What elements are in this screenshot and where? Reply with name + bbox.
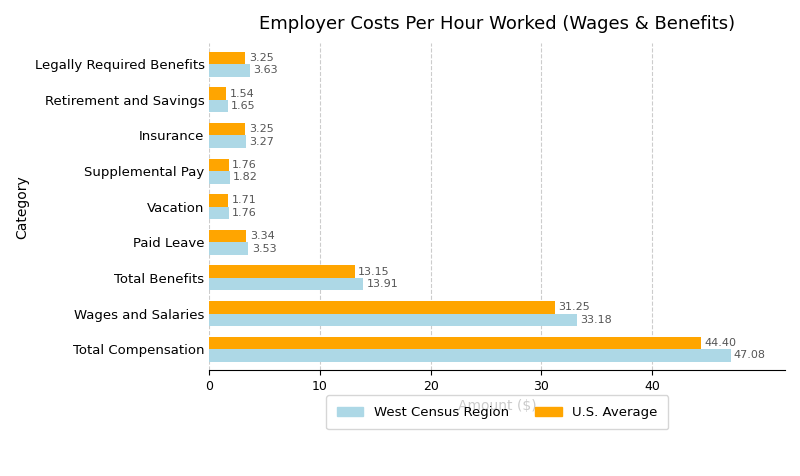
Bar: [210, 278, 363, 290]
Text: 3.27: 3.27: [249, 137, 274, 147]
Text: 1.82: 1.82: [233, 172, 258, 182]
Text: 3.25: 3.25: [249, 53, 274, 63]
Bar: [210, 230, 246, 242]
Legend: West Census Region, U.S. Average: West Census Region, U.S. Average: [326, 395, 668, 429]
Text: 47.08: 47.08: [734, 350, 766, 360]
Text: 44.40: 44.40: [704, 338, 736, 348]
Text: 3.53: 3.53: [252, 244, 277, 254]
Text: 31.25: 31.25: [558, 302, 590, 312]
Bar: [210, 337, 701, 349]
Text: 1.54: 1.54: [230, 89, 254, 99]
Bar: [210, 301, 555, 314]
Text: 1.65: 1.65: [231, 101, 256, 111]
Bar: [210, 266, 355, 278]
Y-axis label: Category: Category: [15, 175, 29, 238]
Bar: [210, 314, 577, 326]
Bar: [210, 242, 249, 255]
Bar: [210, 171, 230, 184]
Bar: [210, 194, 228, 207]
Text: 3.25: 3.25: [249, 124, 274, 134]
Text: 33.18: 33.18: [580, 315, 612, 325]
Bar: [210, 159, 229, 171]
Bar: [210, 88, 226, 100]
Bar: [210, 136, 246, 148]
Bar: [210, 349, 730, 362]
Bar: [210, 52, 246, 64]
Text: 1.76: 1.76: [232, 160, 257, 170]
Bar: [210, 64, 250, 77]
X-axis label: Amount ($): Amount ($): [458, 399, 537, 413]
Bar: [210, 207, 229, 219]
Text: 3.63: 3.63: [253, 66, 278, 76]
Title: Employer Costs Per Hour Worked (Wages & Benefits): Employer Costs Per Hour Worked (Wages & …: [259, 15, 735, 33]
Text: 1.71: 1.71: [232, 196, 257, 206]
Text: 1.76: 1.76: [232, 208, 257, 218]
Text: 3.34: 3.34: [250, 231, 274, 241]
Text: 13.15: 13.15: [358, 267, 390, 277]
Text: 13.91: 13.91: [366, 279, 398, 289]
Bar: [210, 123, 246, 136]
Bar: [210, 100, 228, 112]
